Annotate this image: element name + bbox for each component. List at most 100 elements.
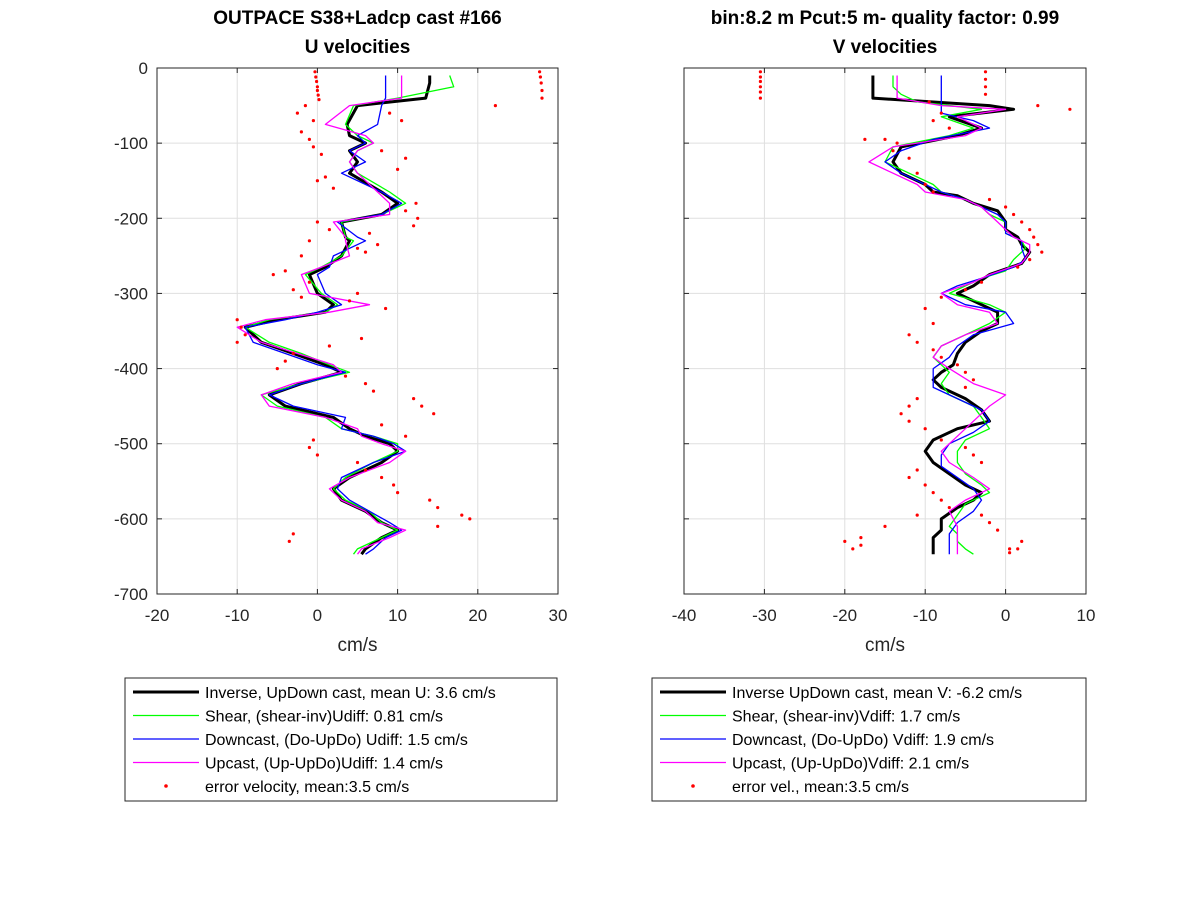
error-velocity-point (899, 412, 903, 416)
error-velocity-point (979, 513, 984, 517)
error-velocity-point (907, 156, 911, 160)
error-velocity-point (384, 306, 388, 311)
error-velocity-point (436, 524, 440, 529)
error-velocity-point (428, 498, 432, 502)
error-velocity-point (327, 228, 331, 232)
error-velocity-point (538, 70, 542, 74)
error-velocity-point (539, 81, 543, 85)
error-velocity-point (895, 141, 899, 145)
error-velocity-point (291, 288, 295, 292)
error-velocity-point (923, 483, 927, 487)
legend-label: Upcast, (Up-UpDo)Udiff: 1.4 cm/s (205, 756, 443, 773)
error-velocity-point (414, 201, 418, 205)
error-velocity-point (299, 254, 303, 258)
error-velocity-point (939, 295, 943, 299)
error-velocity-point (540, 88, 544, 93)
error-velocity-point (396, 167, 400, 171)
error-velocity-point (1008, 551, 1012, 555)
y-tick-label: -400 (114, 360, 148, 379)
x-tick-label: 0 (1001, 606, 1010, 625)
error-velocity-points (758, 70, 1072, 555)
error-velocity-point (235, 318, 239, 322)
error-velocity-point (758, 96, 763, 100)
error-velocity-point (979, 460, 984, 465)
error-velocity-point (983, 92, 988, 96)
error-velocity-point (915, 468, 919, 472)
error-velocity-point (416, 216, 420, 220)
error-velocity-point (758, 70, 763, 74)
x-tick-label: -40 (672, 606, 697, 625)
error-velocity-point (299, 130, 303, 134)
x-tick-label: -20 (145, 606, 170, 625)
chart-subtitle: U velocities (305, 37, 411, 58)
x-tick-label: -10 (913, 606, 938, 625)
legend-label: Shear, (shear-inv)Udiff: 0.81 cm/s (205, 709, 443, 726)
error-velocity-point (493, 104, 497, 108)
legend-swatch-dot (164, 784, 168, 788)
error-velocity-point (307, 445, 311, 450)
error-velocity-point (291, 351, 295, 356)
error-velocity-point (843, 539, 847, 544)
error-velocity-point (1020, 539, 1024, 544)
error-velocity-point (915, 171, 919, 175)
error-velocity-point (971, 378, 976, 382)
error-velocity-point (931, 491, 935, 495)
x-tick-label: 0 (313, 606, 322, 625)
legend-label: Downcast, (Do-UpDo) Vdiff: 1.9 cm/s (732, 732, 994, 749)
error-velocity-point (1036, 243, 1040, 247)
error-velocity-point (859, 536, 863, 540)
error-velocity-point (392, 483, 396, 487)
error-velocity-point (313, 70, 317, 74)
legend: Inverse, UpDown cast, mean U: 3.6 cm/s Sh… (124, 677, 558, 802)
error-velocity-point (315, 85, 319, 89)
error-velocity-point (987, 197, 992, 202)
x-tick-label: 30 (549, 606, 568, 625)
error-velocity-point (412, 224, 416, 228)
chart-title: OUTPACE S38+Ladcp cast #166 (213, 8, 501, 29)
error-velocity-point (388, 111, 392, 115)
error-velocity-point (355, 246, 360, 250)
legend-label: error vel., mean:3.5 cm/s (732, 779, 909, 796)
panel-2: -40 -30 -20 -10 0 10 bin:8.2 m Pcut:5 m- quali… (651, 8, 1095, 802)
error-velocity-point (400, 119, 404, 123)
error-velocity-point (955, 363, 960, 367)
error-velocity-point (540, 96, 544, 100)
error-velocity-point (404, 209, 408, 213)
y-tick-label: -700 (114, 585, 148, 604)
error-velocity-point (307, 280, 311, 284)
legend-label: error velocity, mean:3.5 cm/s (205, 779, 409, 796)
x-tick-label: 10 (388, 606, 407, 625)
error-velocity-point (239, 325, 243, 329)
error-velocity-point (311, 438, 315, 442)
legend-label: Inverse, UpDown cast, mean U: 3.6 cm/s (205, 685, 496, 702)
error-velocity-point (275, 367, 279, 371)
error-velocity-point (979, 280, 984, 284)
error-velocity-point (939, 111, 943, 115)
error-velocity-point (987, 521, 992, 525)
error-velocity-point (235, 340, 239, 344)
error-velocity-point (315, 179, 319, 183)
x-tick-label: -10 (225, 606, 250, 625)
error-velocity-point (404, 434, 408, 438)
error-velocity-point (851, 547, 855, 551)
y-tick-label: -100 (114, 134, 148, 153)
legend-label: Upcast, (Up-UpDo)Vdiff: 2.1 cm/s (732, 756, 969, 773)
error-velocity-point (971, 453, 976, 457)
error-velocity-point (923, 306, 927, 311)
error-velocity-point (939, 355, 943, 359)
error-velocity-point (1004, 205, 1008, 209)
series-line-4 (236, 75, 407, 555)
error-velocity-point (931, 190, 935, 194)
error-velocity-point (931, 321, 935, 326)
series-line-4 (868, 75, 1031, 555)
error-velocity-point (915, 513, 919, 517)
error-velocity-point (758, 79, 763, 84)
error-velocity-point (963, 445, 968, 450)
error-velocity-point (380, 475, 384, 480)
series-line-1 (871, 75, 1032, 555)
error-velocity-point (538, 75, 543, 79)
error-velocity-point (907, 333, 911, 337)
series-line-2 (884, 75, 1027, 555)
error-velocity-point (931, 119, 935, 123)
error-velocity-point (327, 344, 331, 348)
